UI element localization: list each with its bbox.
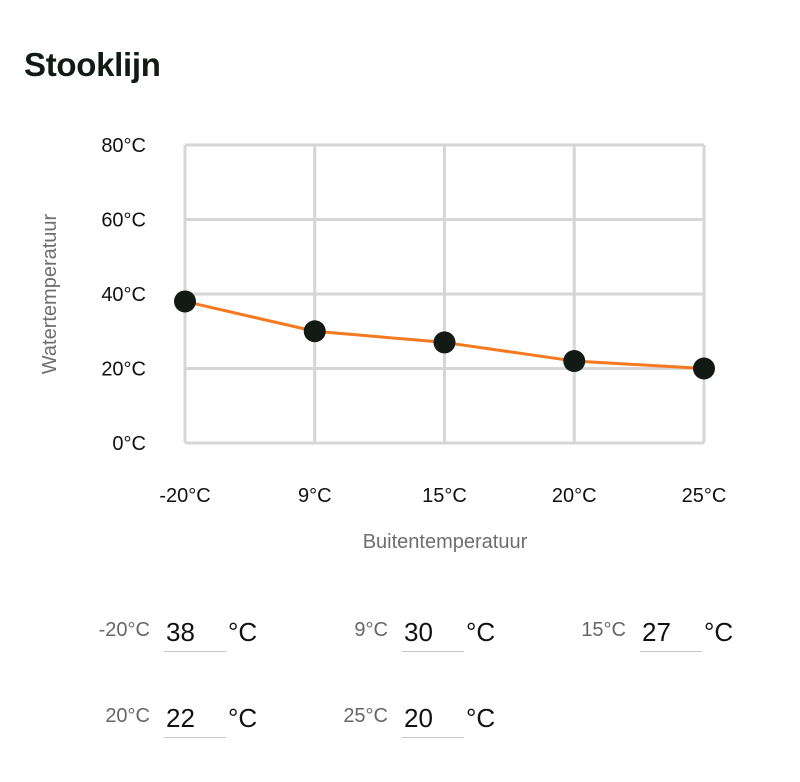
data-point bbox=[433, 331, 456, 354]
field-minus-20: -20°C °C bbox=[80, 612, 257, 652]
field-label: 15°C bbox=[581, 619, 626, 641]
water-temp-input[interactable] bbox=[164, 701, 226, 738]
field-label: -20°C bbox=[98, 619, 150, 641]
water-temp-input[interactable] bbox=[640, 615, 702, 652]
field-label: 20°C bbox=[105, 705, 150, 727]
water-temp-input[interactable] bbox=[402, 701, 464, 738]
field-25: 25°C °C bbox=[318, 698, 495, 738]
x-tick-label: 15°C bbox=[422, 485, 467, 507]
y-tick-label: 20°C bbox=[101, 359, 146, 381]
x-tick-label: 25°C bbox=[682, 485, 727, 507]
x-tick-label: -20°C bbox=[159, 485, 210, 507]
field-unit: °C bbox=[466, 617, 496, 647]
field-label: 25°C bbox=[343, 705, 388, 727]
field-9: 9°C °C bbox=[318, 612, 495, 652]
field-15: 15°C °C bbox=[556, 612, 733, 652]
y-tick-label: 80°C bbox=[101, 135, 146, 157]
field-label: 9°C bbox=[354, 619, 388, 641]
field-unit: °C bbox=[228, 703, 258, 733]
x-tick-label: 20°C bbox=[552, 485, 597, 507]
data-point bbox=[174, 290, 196, 313]
field-unit: °C bbox=[466, 703, 496, 733]
x-tick-label: 9°C bbox=[298, 485, 332, 507]
page-title: Stooklijn bbox=[24, 46, 161, 83]
data-point bbox=[563, 350, 586, 373]
y-tick-label: 0°C bbox=[112, 433, 146, 455]
field-unit: °C bbox=[704, 617, 734, 647]
x-axis-title: Buitentemperatuur bbox=[363, 531, 528, 553]
water-temp-input[interactable] bbox=[164, 615, 226, 652]
data-point bbox=[303, 320, 326, 343]
data-point bbox=[693, 357, 715, 380]
y-tick-label: 40°C bbox=[101, 284, 146, 306]
y-axis-title: Watertemperatuur bbox=[39, 213, 61, 374]
water-temp-input[interactable] bbox=[402, 615, 464, 652]
field-20: 20°C °C bbox=[80, 698, 257, 738]
field-unit: °C bbox=[228, 617, 258, 647]
heating-curve-chart: 0°C 20°C 40°C 60°C 80°C -20°C 9°C 15°C 20°C 25°C B… bbox=[39, 135, 727, 553]
y-tick-label: 60°C bbox=[101, 210, 146, 232]
